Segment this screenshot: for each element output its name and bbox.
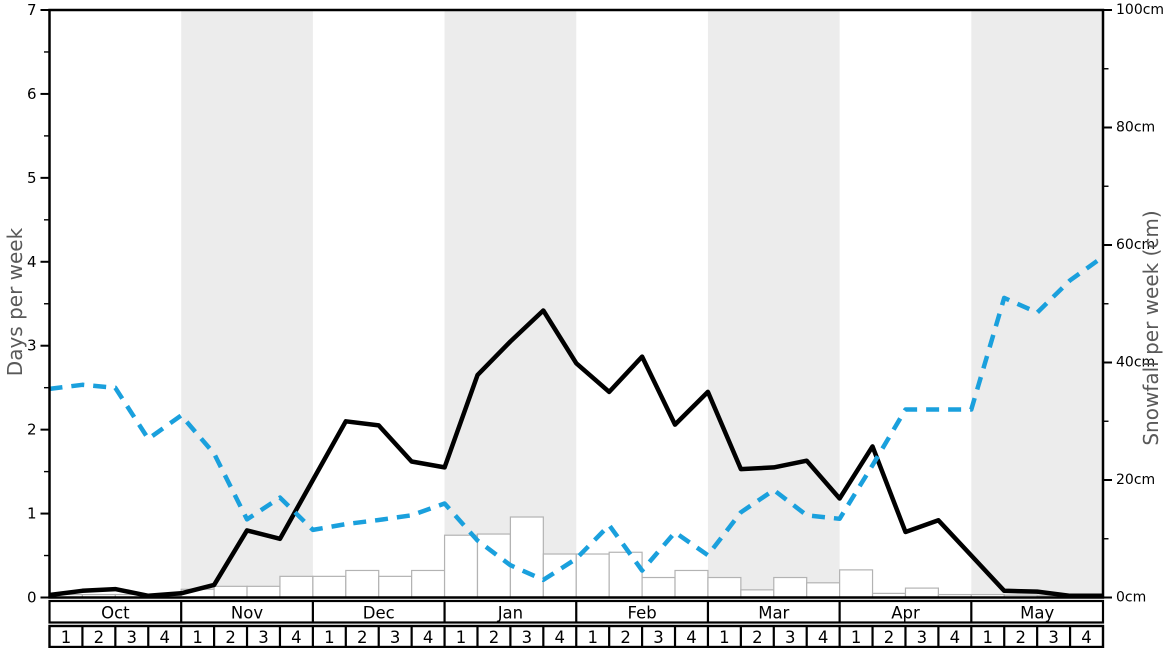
snow-days-per-week-line [49, 308, 1103, 599]
week-number-label: 2 [620, 628, 631, 647]
week-number-label: 2 [884, 628, 895, 647]
month-label-oct: Oct [101, 603, 130, 622]
week-number-label: 2 [94, 628, 105, 647]
month-band-mar [707, 10, 840, 598]
left-tick-label: 0 [27, 589, 37, 607]
snow-bar [575, 553, 610, 599]
week-number-label: 4 [1081, 628, 1092, 647]
left-tick-label: 4 [27, 253, 37, 271]
month-band-may [971, 10, 1103, 598]
left-tick-label: 3 [27, 337, 37, 355]
snowfall-per-week-cm-line [49, 254, 1105, 583]
snow-bar [213, 585, 248, 599]
left-tick-label: 1 [27, 505, 37, 523]
snow-bar [707, 576, 742, 599]
week-number-label: 3 [785, 628, 796, 647]
left-tick-label: 7 [27, 1, 37, 19]
snow-bar [773, 576, 808, 599]
week-number-label: 4 [686, 628, 697, 647]
month-label-dec: Dec [363, 603, 395, 622]
snow-bar [345, 569, 380, 599]
month-band-nov [181, 10, 313, 598]
week-number-label: 2 [225, 628, 236, 647]
snow-bar [378, 575, 413, 599]
week-number-label: 1 [983, 628, 994, 647]
right-tick-label: 40cm [1116, 355, 1155, 371]
snow-bar [411, 569, 446, 599]
month-label-mar: Mar [758, 603, 789, 622]
week-number-label: 1 [719, 628, 730, 647]
snow-bar [509, 516, 544, 599]
snow-bar [443, 534, 479, 599]
week-number-label: 2 [489, 628, 500, 647]
snow-bar [608, 551, 643, 599]
week-number-label: 2 [1015, 628, 1026, 647]
week-number-label: 1 [456, 628, 467, 647]
week-number-label: 4 [159, 628, 170, 647]
left-tick-label: 6 [27, 85, 37, 103]
snow-bar [279, 575, 314, 599]
right-tick-label: 60cm [1116, 237, 1155, 253]
week-number-label: 4 [950, 628, 961, 647]
snow-bar [476, 533, 512, 599]
week-number-label: 4 [555, 628, 566, 647]
right-tick-label: 100cm [1116, 2, 1164, 18]
week-number-label: 3 [653, 628, 664, 647]
week-number-label: 1 [192, 628, 203, 647]
month-label-jan: Jan [497, 603, 523, 622]
week-number-label: 1 [61, 628, 72, 647]
week-number-label: 3 [258, 628, 269, 647]
month-label-may: May [1020, 603, 1054, 622]
month-label-apr: Apr [891, 603, 920, 622]
week-number-label: 2 [752, 628, 763, 647]
month-label-feb: Feb [627, 603, 656, 622]
week-number-label: 1 [324, 628, 335, 647]
week-number-label: 3 [522, 628, 533, 647]
week-number-label: 2 [357, 628, 368, 647]
right-axis-title: Snowfall per week (cm) [1139, 210, 1163, 446]
snow-bar [312, 575, 347, 599]
week-number-label: 4 [423, 628, 434, 647]
week-number-label: 3 [390, 628, 401, 647]
snow-bar [246, 585, 281, 599]
week-number-label: 4 [818, 628, 829, 647]
snow-bar [674, 569, 709, 599]
right-tick-label: 0cm [1116, 590, 1146, 606]
right-tick-label: 80cm [1116, 120, 1155, 136]
week-number-label: 3 [917, 628, 928, 647]
snow-bar [641, 576, 676, 599]
right-tick-label: 20cm [1116, 472, 1155, 488]
week-number-label: 3 [1048, 628, 1059, 647]
left-axis-title: Days per week [3, 227, 27, 377]
week-number-label: 3 [127, 628, 138, 647]
snow-bar [806, 582, 841, 599]
month-band-jan [444, 10, 577, 598]
left-tick-label: 5 [27, 169, 37, 187]
week-number-label: 1 [587, 628, 598, 647]
week-number-label: 1 [851, 628, 862, 647]
month-label-nov: Nov [231, 603, 263, 622]
left-tick-label: 2 [27, 421, 37, 439]
snow-bar [904, 587, 939, 599]
snow-bar [839, 569, 874, 599]
week-number-label: 4 [291, 628, 302, 647]
